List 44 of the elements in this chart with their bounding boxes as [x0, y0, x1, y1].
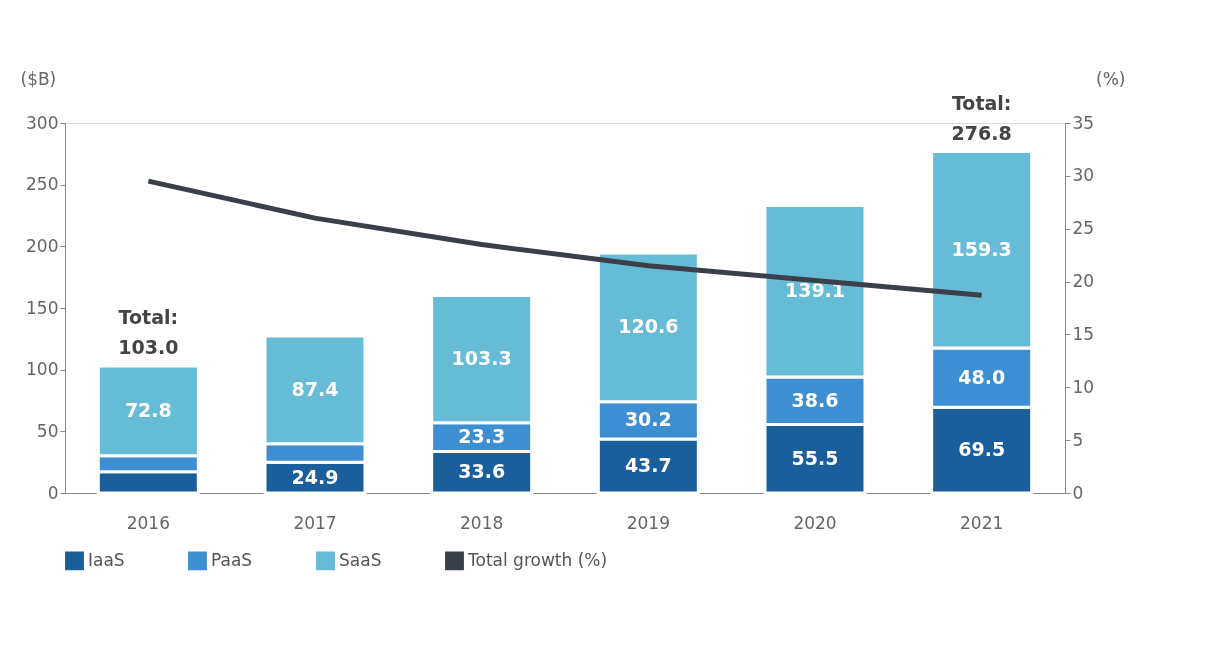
y2-tick-label: 5: [1072, 429, 1084, 450]
data-label: 43.7: [624, 454, 672, 477]
y-tick-label: 50: [36, 420, 59, 441]
total-label: Total: 103.0: [118, 305, 179, 358]
y2-tick-label: 15: [1072, 323, 1095, 344]
data-label: 72.8: [124, 398, 172, 421]
y-tick-label: 250: [26, 174, 59, 195]
x-tick-label: 2021: [960, 512, 1004, 533]
total-label: Total: 276.8: [951, 91, 1012, 144]
legend-label: IaaS: [88, 549, 125, 570]
data-label: 120.6: [618, 315, 679, 338]
data-label: 38.6: [791, 388, 839, 411]
data-label: 30.2: [624, 408, 672, 431]
y2-tick-label: 20: [1072, 271, 1095, 292]
data-label: 33.6: [458, 460, 506, 483]
x-tick-label: 2016: [126, 512, 170, 533]
data-label: 139.1: [784, 279, 846, 302]
y-axis-title: ($B): [20, 68, 57, 89]
legend-label: PaaS: [211, 549, 253, 570]
y-tick-label: 200: [26, 235, 59, 256]
y2-tick-label: 30: [1072, 165, 1095, 186]
x-tick-label: 2019: [626, 512, 670, 533]
y2-tick-label: 10: [1072, 376, 1095, 397]
y-tick-label: 150: [26, 297, 59, 318]
data-label: 24.9: [291, 465, 339, 488]
y2-axis-title: (%): [1096, 68, 1126, 89]
data-label: 103.3: [451, 347, 512, 370]
x-tick-label: 2018: [460, 512, 504, 533]
legend-label: Total growth (%): [467, 549, 608, 570]
y2-tick-label: 0: [1072, 482, 1084, 503]
data-label: 159.3: [951, 237, 1012, 260]
data-label: 55.5: [791, 446, 839, 469]
data-label: 48.0: [958, 365, 1006, 388]
data-label: 69.5: [958, 438, 1006, 461]
y-tick-label: 100: [26, 359, 59, 380]
legend-label: SaaS: [339, 549, 382, 570]
y-tick-label: 0: [47, 482, 59, 503]
y2-tick-label: 35: [1072, 112, 1095, 133]
x-tick-label: 2020: [793, 512, 837, 533]
x-tick-label: 2017: [293, 512, 337, 533]
data-label: 87.4: [291, 377, 339, 400]
data-label: 23.3: [458, 425, 506, 448]
y2-tick-label: 25: [1072, 218, 1095, 239]
y-tick-label: 300: [26, 112, 59, 133]
